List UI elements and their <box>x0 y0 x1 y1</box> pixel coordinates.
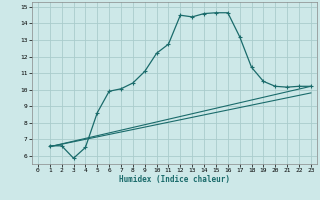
X-axis label: Humidex (Indice chaleur): Humidex (Indice chaleur) <box>119 175 230 184</box>
